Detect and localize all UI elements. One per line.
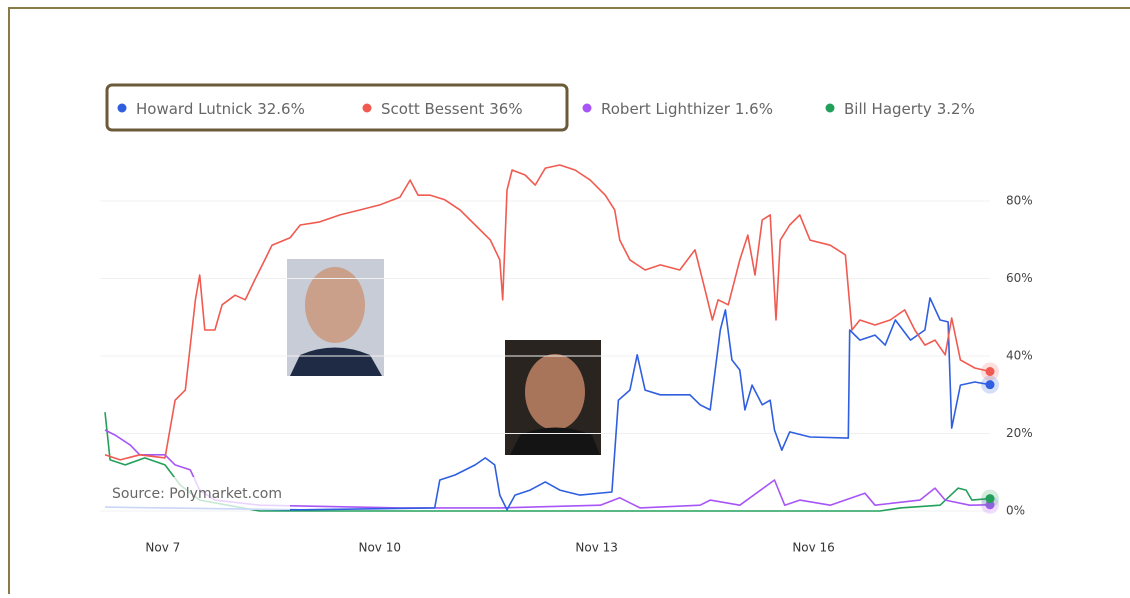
source-box bbox=[105, 477, 290, 510]
y-tick-label: 20% bbox=[1006, 426, 1033, 440]
end-dot bbox=[985, 500, 995, 510]
end-dot bbox=[985, 494, 995, 504]
legend-marker bbox=[362, 103, 372, 113]
legend-value: 36% bbox=[489, 100, 522, 118]
legend-label: Howard Lutnick 32.6% bbox=[136, 100, 305, 118]
suit bbox=[290, 347, 382, 376]
legend-value: 3.2% bbox=[937, 100, 975, 118]
end-dot bbox=[985, 380, 995, 390]
legend-label: Robert Lighthizer 1.6% bbox=[601, 100, 773, 118]
y-tick-label: 80% bbox=[1006, 194, 1033, 208]
legend-value: 32.6% bbox=[257, 100, 305, 118]
legend-label: Bill Hagerty 3.2% bbox=[844, 100, 975, 118]
face bbox=[305, 267, 365, 343]
series-line bbox=[104, 297, 991, 511]
source-label: Source: Polymarket.com bbox=[112, 486, 282, 502]
y-tick-label: 60% bbox=[1006, 271, 1033, 285]
series-line bbox=[104, 429, 991, 509]
end-dot bbox=[985, 367, 995, 376]
face bbox=[525, 354, 585, 430]
legend-name: Howard Lutnick bbox=[136, 100, 253, 118]
series-line bbox=[104, 164, 991, 461]
legend-highlight bbox=[105, 83, 569, 132]
frame bbox=[8, 7, 1130, 594]
legend-name: Bill Hagerty bbox=[844, 100, 932, 118]
legend: Howard Lutnick 32.6% Scott Bessent 36% Rober… bbox=[117, 100, 975, 118]
x-tick-label: Nov 7 bbox=[145, 541, 180, 555]
x-tick-label: Nov 16 bbox=[792, 541, 835, 555]
plot-area: 0% 20% 40% 60% 80% Nov 7 Nov 10 Nov 13 Nov 16 bbox=[100, 164, 1033, 555]
y-tick-label: 40% bbox=[1006, 349, 1033, 363]
photo-bessent bbox=[287, 259, 384, 376]
legend-label: Scott Bessent 36% bbox=[381, 100, 523, 118]
x-tick-label: Nov 13 bbox=[575, 541, 618, 555]
suit bbox=[510, 427, 600, 455]
legend-value: 1.6% bbox=[735, 100, 773, 118]
legend-name: Robert Lighthizer bbox=[601, 100, 731, 118]
series-line bbox=[104, 412, 991, 512]
x-tick-label: Nov 10 bbox=[358, 541, 401, 555]
legend-marker bbox=[825, 103, 835, 113]
y-tick-label: 0% bbox=[1006, 504, 1025, 518]
legend-name: Scott Bessent bbox=[381, 100, 484, 118]
legend-marker bbox=[117, 103, 127, 113]
photo-lutnick bbox=[505, 340, 601, 455]
legend-marker bbox=[582, 103, 592, 113]
